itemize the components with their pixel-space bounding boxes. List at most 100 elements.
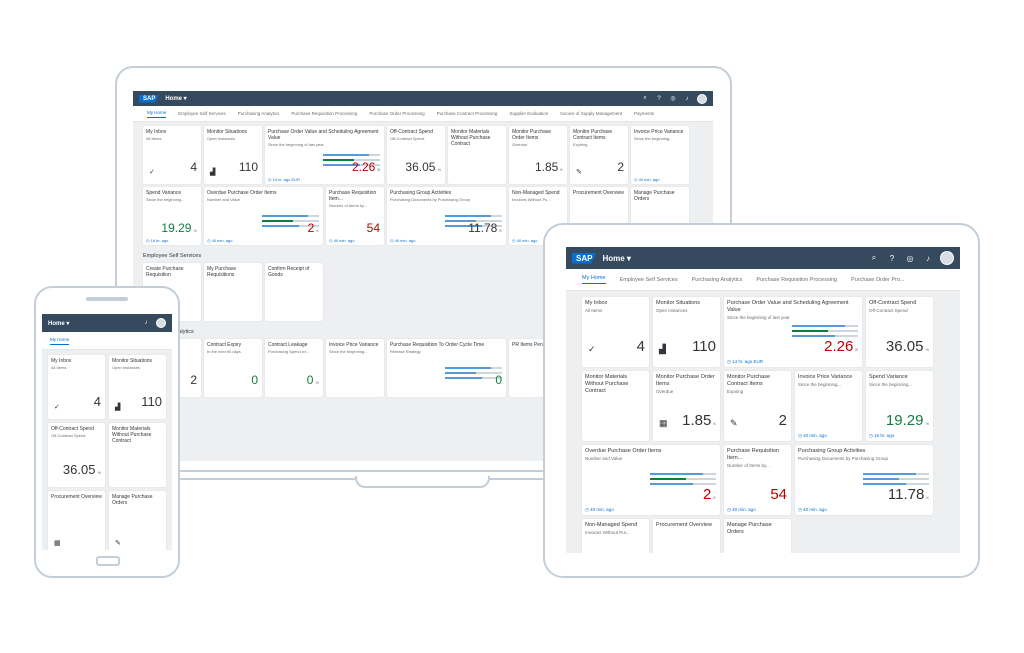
- tile-icon: ▟: [115, 404, 121, 411]
- tile-monitor-materials-without-purchase-contract[interactable]: Monitor Materials Without Purchase Contr…: [109, 423, 166, 487]
- tab-purchasing-analytics[interactable]: Purchasing Analytics: [237, 111, 280, 116]
- tab-purchasing-analytics[interactable]: Purchasing Analytics: [691, 276, 743, 283]
- tile-spend-variance[interactable]: Spend Variance Since the beginning... 19.2…: [866, 371, 933, 441]
- tile-spend-variance[interactable]: Spend Variance Since the beginning... 19.2…: [143, 187, 201, 245]
- tile-my-inbox[interactable]: My Inbox All Items ✓ 4: [48, 355, 105, 419]
- tab-purchase-requisition-processing[interactable]: Purchase Requisition Processing: [756, 276, 838, 283]
- tile-monitor-purchase-contract-items[interactable]: Monitor Purchase Contract Items Expiring ✎…: [570, 126, 628, 184]
- tile-subtitle: Number of Items by...: [727, 463, 770, 468]
- tile-footer: ◷ 40 min. ago: [512, 238, 538, 243]
- tile-purchase-order-value-and-scheduling-agreement-value[interactable]: Purchase Order Value and Scheduling Agre…: [724, 297, 862, 367]
- micro-chart-bar: [862, 473, 929, 475]
- tile-manage-purchase-orders[interactable]: Manage Purchase Orders ✎: [109, 491, 166, 550]
- tile-procurement-overview[interactable]: Procurement Overview ▦: [48, 491, 105, 550]
- tile-purchasing-group-activities[interactable]: Purchasing Group Activities Purchasing Do…: [795, 445, 933, 515]
- tile-purchasing-group-activities[interactable]: Purchasing Group Activities Purchasing Do…: [387, 187, 506, 245]
- tile-title: Purchase Requisition To Order Cycle Time: [390, 342, 485, 348]
- shell-bar: SAP Home ▾ ⌕ ? ◎ ♪: [133, 91, 713, 106]
- tile-kpi: 2.26 B: [824, 338, 858, 355]
- tile-monitor-situations[interactable]: Monitor Situations Open Instances ▟ 110: [653, 297, 720, 367]
- kpi-unit: K: [926, 495, 929, 500]
- kpi-unit: B: [377, 167, 380, 172]
- tile-off-contract-spend[interactable]: Off-Contract Spend Off-Contract Spend 36.0…: [48, 423, 105, 487]
- tile-monitor-materials-without-purchase-contract[interactable]: Monitor Materials Without Purchase Contr…: [582, 371, 649, 441]
- tile-off-contract-spend[interactable]: Off-Contract Spend Off-Contract Spend 36.0…: [387, 126, 445, 184]
- kpi-unit: K: [499, 228, 502, 233]
- tile-subtitle: All Items: [146, 136, 162, 141]
- tile-grid: My Inbox All Items ✓ 4 Monitor Situations Ope…: [48, 355, 166, 550]
- tab-my-home[interactable]: My Home: [50, 337, 70, 345]
- tile-kpi: 1.85 K: [682, 412, 716, 429]
- micro-chart-bar: [444, 220, 502, 222]
- tile-contract-leakage[interactable]: Contract Leakage Purchasing Spend wi... 0%: [265, 339, 323, 397]
- tile-procurement-overview[interactable]: Procurement Overview: [653, 519, 720, 553]
- tile-non-managed-spend[interactable]: Non-Managed Spend Invoices Without Pur...: [582, 519, 649, 553]
- tab-purchase-requisition-processing[interactable]: Purchase Requisition Processing: [291, 111, 358, 116]
- tile-overdue-purchase-order-items[interactable]: Overdue Purchase Order Items Number and V…: [582, 445, 720, 515]
- tab-supplier-evaluation[interactable]: Supplier Evaluation: [509, 111, 549, 116]
- micro-chart-bar: [444, 377, 502, 379]
- tab-purchase-contract-processing[interactable]: Purchase Contract Processing: [436, 111, 498, 116]
- tile-subtitle: Since the beginning...: [634, 136, 673, 141]
- tab-purchase-order-pro[interactable]: Purchase Order Pro...: [851, 276, 905, 283]
- tile-invoice-price-variance[interactable]: Invoice Price Variance Since the beginnin…: [326, 339, 384, 397]
- notifications-icon[interactable]: ♪: [144, 320, 148, 326]
- tile-off-contract-spend[interactable]: Off-Contract Spend Off-Contract Spend 36.0…: [866, 297, 933, 367]
- tile-monitor-purchase-contract-items[interactable]: Monitor Purchase Contract Items Expiring ✎…: [724, 371, 791, 441]
- tile-monitor-situations[interactable]: Monitor Situations Open Instances ▟ 110: [109, 355, 166, 419]
- kpi-value: 4: [93, 394, 101, 409]
- tile-my-inbox[interactable]: My Inbox All Items ✓ 4: [582, 297, 649, 367]
- tile-overdue-purchase-order-items[interactable]: Overdue Purchase Order Items Number and V…: [204, 187, 323, 245]
- home-menu[interactable]: Home ▾: [602, 253, 631, 263]
- tile-subtitle: Purchasing Spend wi...: [268, 349, 309, 354]
- tab-my-home[interactable]: My Home: [147, 110, 167, 118]
- sap-logo[interactable]: SAP: [572, 252, 597, 264]
- tile-monitor-materials-without-purchase-contract[interactable]: Monitor Materials Without Purchase Contr…: [448, 126, 506, 184]
- tile-invoice-price-variance[interactable]: Invoice Price Variance Since the beginnin…: [631, 126, 689, 184]
- sap-logo[interactable]: SAP: [139, 94, 160, 103]
- tab-payments[interactable]: Payments: [634, 111, 655, 116]
- notifications-icon[interactable]: ♪: [926, 253, 930, 263]
- micro-chart-bar: [261, 225, 319, 227]
- tile-manage-purchase-orders[interactable]: Manage Purchase Orders: [724, 519, 791, 553]
- kpi-value: 1.85: [682, 412, 712, 429]
- home-menu[interactable]: Home ▾: [165, 96, 187, 102]
- tile-confirm-receipt-of-goods[interactable]: Confirm Receipt of Goods: [265, 263, 323, 321]
- tile-purchase-order-value-and-scheduling-agreement-value[interactable]: Purchase Order Value and Scheduling Agre…: [265, 126, 384, 184]
- tile-purchase-requisition-item[interactable]: Purchase Requisition Item... Number of It…: [326, 187, 384, 245]
- micro-chart: [649, 473, 716, 488]
- avatar[interactable]: [697, 93, 707, 104]
- tile-icon: ✎: [730, 418, 738, 428]
- help-icon[interactable]: ?: [889, 253, 895, 263]
- copilot-icon[interactable]: ◎: [670, 96, 676, 102]
- tab-employee-self-services[interactable]: Employee Self Services: [619, 276, 678, 283]
- micro-chart-bar: [791, 335, 858, 337]
- tile-footer: ◷ 14 hr. ago EUR: [727, 359, 763, 364]
- tile-subtitle: Off-Contract Spend: [390, 136, 425, 141]
- tile-invoice-price-variance[interactable]: Invoice Price Variance Since the beginnin…: [795, 371, 862, 441]
- tile-purchase-requisition-to-order-cycle-time[interactable]: Purchase Requisition To Order Cycle Time…: [387, 339, 506, 397]
- copilot-icon[interactable]: ◎: [906, 253, 914, 263]
- tile-contract-expiry[interactable]: Contract Expiry In the next 90 days 0: [204, 339, 262, 397]
- tile-kpi: 2: [779, 412, 787, 429]
- notifications-icon[interactable]: ♪: [685, 95, 689, 102]
- avatar[interactable]: [156, 318, 166, 328]
- tab-employee-self-services[interactable]: Employee Self Services: [178, 111, 226, 116]
- tile-my-purchase-requisitions[interactable]: My Purchase Requisitions: [204, 263, 262, 321]
- avatar[interactable]: [940, 251, 954, 265]
- tile-monitor-purchase-order-items[interactable]: Monitor Purchase Order Items Overdue ▦ 1.85…: [653, 371, 720, 441]
- home-menu[interactable]: Home ▾: [48, 320, 70, 327]
- tab-invoice-of-supply-management[interactable]: Invoice of Supply Management: [560, 111, 623, 116]
- tile-monitor-situations[interactable]: Monitor Situations Open Instances ▟ 110: [204, 126, 262, 184]
- kpi-value: 19.29: [885, 412, 924, 429]
- tile-monitor-purchase-order-items[interactable]: Monitor Purchase Order Items Overdue 1.85 K: [509, 126, 567, 184]
- tab-my-home[interactable]: My Home: [582, 275, 606, 284]
- search-icon[interactable]: ⌕: [643, 95, 647, 101]
- tile-kpi: 54: [367, 221, 380, 235]
- help-icon[interactable]: ?: [657, 95, 661, 102]
- tile-purchase-requisition-item[interactable]: Purchase Requisition Item... Number of It…: [724, 445, 791, 515]
- tab-purchase-order-processing[interactable]: Purchase Order Processing: [369, 111, 425, 116]
- tile-my-inbox[interactable]: My Inbox All Items ✓ 4: [143, 126, 201, 184]
- micro-chart: [261, 215, 319, 230]
- search-icon[interactable]: ⌕: [871, 253, 877, 262]
